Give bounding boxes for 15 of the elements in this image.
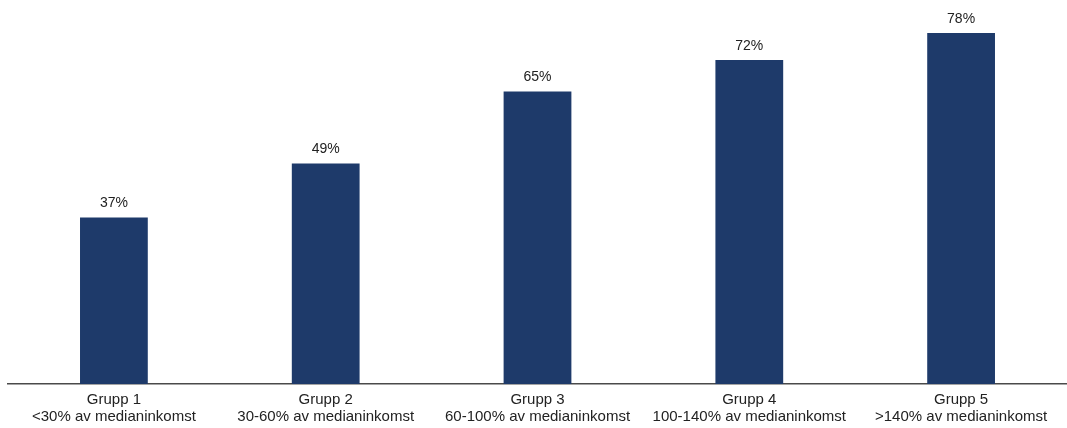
data-label: 37%: [99, 194, 128, 211]
x-tick-label: Grupp 2 30-60% av medianinkomst: [237, 389, 415, 425]
data-label: 65%: [523, 68, 552, 85]
bar: [80, 217, 148, 384]
x-tick-label: Grupp 4 100-140% av medianinkomst: [652, 389, 847, 425]
bar: [715, 60, 784, 384]
data-label: 49%: [311, 140, 340, 157]
x-tick-label: Grupp 1 <30% av medianinkomst: [31, 389, 197, 425]
data-label: 78%: [947, 9, 976, 26]
x-tick-label: Grupp 3 60-100% av medianinkomst: [444, 389, 631, 425]
data-label: 72%: [735, 36, 764, 53]
bar: [503, 91, 572, 384]
bar: [927, 33, 995, 384]
x-tick-label: Grupp 5 >140% av medianinkomst: [875, 389, 1049, 425]
bar: [291, 163, 360, 384]
